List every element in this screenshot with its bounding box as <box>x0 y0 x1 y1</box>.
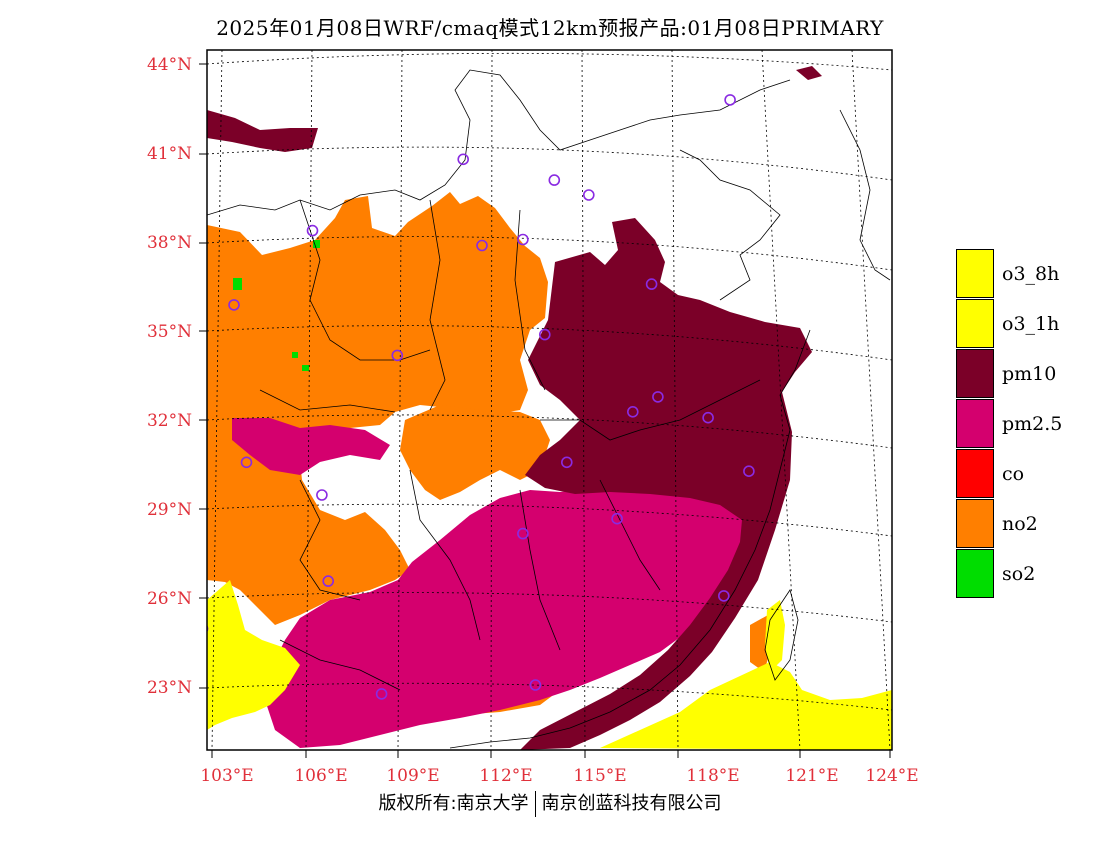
station-marker <box>717 590 730 602</box>
lat-label-32: 32°N <box>146 411 192 431</box>
lon-label-115: 115°E <box>573 766 627 786</box>
legend-label: o3_8h <box>1002 263 1060 285</box>
station-marker <box>743 465 755 478</box>
monitoring-stations <box>207 94 755 700</box>
legend-swatch <box>956 549 994 598</box>
legend-swatch <box>956 249 994 298</box>
lon-label-103: 103°E <box>200 766 254 786</box>
station-marker <box>560 456 573 469</box>
station-marker <box>207 624 209 633</box>
legend-label: pm10 <box>1002 363 1057 385</box>
axis-ticks <box>199 63 891 758</box>
lon-label-106: 106°E <box>294 766 348 786</box>
station-marker <box>611 512 623 525</box>
station-marker <box>322 575 335 587</box>
lon-label-109: 109°E <box>386 766 440 786</box>
legend-label: so2 <box>1002 563 1036 585</box>
no2-region <box>207 192 548 625</box>
station-marker <box>391 349 404 362</box>
station-marker <box>517 233 529 246</box>
pm25-region <box>232 418 390 475</box>
lon-label-124: 124°E <box>865 766 919 786</box>
lon-label-118: 118°E <box>686 766 740 786</box>
company-text: 南京创蓝科技有限公司 <box>541 793 722 814</box>
lat-label-26: 26°N <box>146 589 192 609</box>
graticule <box>207 50 892 750</box>
no2-region <box>400 405 550 500</box>
lat-label-35: 35°N <box>146 322 192 342</box>
legend-label: no2 <box>1002 513 1038 535</box>
pollutant-tag: PRIMARY <box>781 16 884 40</box>
legend-swatch <box>956 349 994 398</box>
station-marker <box>724 94 736 106</box>
station-marker <box>702 411 714 424</box>
legend-swatch <box>956 299 994 348</box>
lat-label-41: 41°N <box>146 144 192 164</box>
legend-swatch <box>956 449 994 498</box>
o3-region <box>765 600 785 672</box>
map-frame <box>206 49 893 751</box>
lat-label-23: 23°N <box>146 678 192 698</box>
map-title: 2025年01月08日WRF/cmaq模式12km预报产品:01月08日 <box>216 16 782 40</box>
title-bar: 2025年01月08日WRF/cmaq模式12km预报产品:01月08日PRIM… <box>0 12 1100 41</box>
station-marker <box>375 688 388 700</box>
station-marker <box>240 456 253 469</box>
station-marker <box>626 405 639 418</box>
so2-speck <box>302 365 309 371</box>
so2-speck <box>313 240 320 248</box>
pm10-region <box>796 66 822 80</box>
legend-swatch <box>956 499 994 548</box>
station-marker <box>529 679 542 691</box>
station-marker <box>645 278 658 290</box>
lat-label-44: 44°N <box>146 55 192 75</box>
lat-label-38: 38°N <box>146 233 192 253</box>
station-marker <box>582 189 595 201</box>
station-marker <box>652 391 664 403</box>
station-marker <box>228 299 240 311</box>
footer-separator <box>534 791 536 817</box>
lon-label-112: 112°E <box>479 766 533 786</box>
pollution-field <box>207 50 892 750</box>
footer: 版权所有:南京大学 南京创蓝科技有限公司 <box>0 789 1100 817</box>
so2-speck <box>292 352 298 358</box>
o3-region <box>207 580 300 730</box>
pm10-region <box>207 110 318 152</box>
copyright-text: 版权所有:南京大学 <box>378 793 529 814</box>
lon-label-121: 121°E <box>785 766 839 786</box>
province-boundaries <box>207 69 891 749</box>
pm10-region <box>520 218 812 750</box>
lat-label-29: 29°N <box>146 500 192 520</box>
station-marker <box>306 224 319 237</box>
legend-swatch <box>956 399 994 448</box>
station-marker <box>538 328 551 341</box>
station-marker <box>457 153 470 166</box>
legend-label: co <box>1002 463 1025 485</box>
legend-label: o3_1h <box>1002 313 1060 335</box>
so2-speck <box>233 278 242 290</box>
o3-region <box>600 662 892 750</box>
station-marker <box>316 489 328 501</box>
station-marker <box>548 174 561 186</box>
station-marker <box>517 527 529 540</box>
station-marker <box>476 239 488 252</box>
legend-label: pm2.5 <box>1002 413 1063 435</box>
